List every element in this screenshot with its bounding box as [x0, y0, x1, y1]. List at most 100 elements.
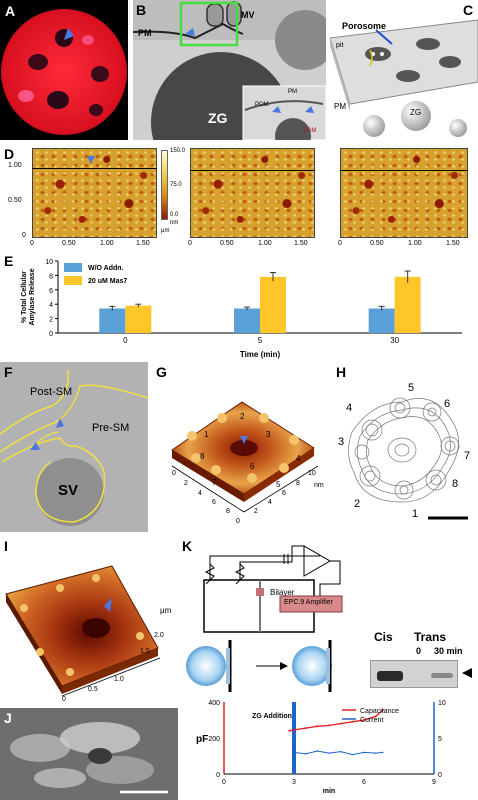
- y-tick: 4: [268, 499, 272, 506]
- gel-time: 30 min: [434, 646, 463, 656]
- panel-f-image: [0, 362, 148, 532]
- panel-d: D 1.00 0.50 0 0 0.50 1.00 1.50 150.0 75.…: [0, 142, 478, 252]
- arrowhead-icon: [240, 436, 248, 444]
- y-tick: 8: [296, 480, 300, 487]
- panel-j-image: [0, 708, 178, 800]
- capacitance-current-chart: 0 200 400 0 5 10 0 3 6 9 pF min ZG Addition Capacitan…: [196, 700, 446, 795]
- contour-label: 5: [408, 382, 415, 394]
- colorbar-tick: 150.0: [170, 148, 186, 154]
- panel-label-b: B: [136, 2, 147, 18]
- y-left-tick: 0: [216, 772, 220, 779]
- contour-label: 3: [338, 436, 345, 448]
- afm-scan-3: [340, 148, 468, 238]
- x-tick: 6: [212, 499, 216, 506]
- capacitance-point: [363, 719, 365, 721]
- capacitance-line: [289, 709, 384, 732]
- y-left-tick: 400: [208, 700, 220, 707]
- contour-label: 1: [412, 508, 419, 520]
- amylase-release-bar-chart: 0 2 4 6 8 10 % Total CellularAmylase Release Ti…: [21, 259, 462, 359]
- y-left-tick: 200: [208, 736, 220, 743]
- label-pm: PM: [138, 28, 152, 38]
- contour-label: 7: [464, 450, 471, 462]
- afm-scan-2: [190, 148, 315, 238]
- panel-label-g: G: [156, 364, 167, 380]
- bilayer-circuit-schematic: [203, 545, 343, 633]
- x-unit: μm: [161, 228, 170, 234]
- ring-label: 5: [276, 480, 281, 489]
- amplifier-box: [279, 595, 343, 613]
- y-tick: 1.5: [140, 648, 150, 655]
- ring-label: 1: [204, 430, 209, 439]
- y-axis-label-line: Amylase Release: [29, 268, 36, 325]
- x-tick: 0.50: [370, 240, 384, 247]
- x-tick: 4: [198, 490, 202, 497]
- legend-swatch: [64, 276, 82, 285]
- legend-label: Capacitance: [360, 708, 399, 715]
- panel-label-a: A: [5, 3, 16, 19]
- x-tick: 1.00: [258, 240, 272, 247]
- x-tick: 0: [172, 470, 176, 477]
- label-porosome: Porosome: [342, 21, 387, 31]
- contour-label: 4: [346, 402, 353, 414]
- x-tick: 1.00: [100, 240, 114, 247]
- x-tick: 1.00: [408, 240, 422, 247]
- y-right-tick: 10: [438, 700, 446, 707]
- panel-g: G 1 2 3 4 5 6 7 8 0 2 4 6 8 0 2 4 6 8 10…: [152, 362, 328, 532]
- y-tick-label: 8: [49, 273, 53, 280]
- bar: [260, 276, 286, 333]
- scan-line: [32, 168, 157, 169]
- x-tick: 1.50: [136, 240, 150, 247]
- label-bilayer: Bilayer: [270, 588, 295, 597]
- panel-e: E 0 2 4 6 8 10 % Total CellularAmylase Release…: [0, 253, 478, 360]
- panel-k: K Bilayer EPC.9 Amplifier C: [180, 536, 478, 800]
- arrowhead-icon: [185, 28, 195, 36]
- axis-unit: nm: [314, 482, 324, 489]
- western-blot-gel: [370, 660, 458, 688]
- panel-label-e: E: [4, 253, 14, 269]
- panel-f: F Post-SM Pre-SM SV: [0, 362, 148, 532]
- y-tick-label: 4: [49, 302, 53, 309]
- capacitance-point: [316, 725, 319, 728]
- panel-c-diagram: [330, 0, 478, 140]
- current-point: [381, 751, 384, 754]
- y-tick: 1.00: [8, 162, 22, 169]
- legend-label: Current: [360, 717, 383, 724]
- label-pre-sm: Pre-SM: [92, 422, 130, 434]
- legend-swatch: [64, 263, 82, 272]
- y-axis-label: % Total CellularAmylase Release: [21, 268, 36, 325]
- panel-label-j: J: [4, 710, 12, 726]
- capacitance-point: [374, 715, 377, 718]
- current-line: [293, 750, 383, 756]
- y-tick-label: 0: [49, 331, 53, 338]
- contour-label: 6: [444, 398, 451, 410]
- current-point: [328, 752, 330, 754]
- y-right-tick: 0: [438, 772, 442, 779]
- capacitance-point: [304, 727, 307, 730]
- label-trans: Trans: [414, 630, 447, 644]
- x-tick: 2: [184, 480, 188, 487]
- panel-c: C Porosome pit PM ZG: [330, 0, 478, 140]
- arrowhead-icon: [64, 28, 74, 40]
- scan-line: [190, 170, 315, 171]
- x-tick-label: 30: [390, 336, 399, 345]
- x-tick: 1.50: [294, 240, 308, 247]
- label-inset-pm: PM: [288, 89, 297, 95]
- y-left-label: pF: [196, 734, 208, 745]
- capacitance-point: [293, 728, 295, 731]
- label-amplifier: EPC.9 Amplifier: [284, 599, 334, 606]
- x-tick-label: 5: [258, 336, 263, 345]
- capacitance-point: [339, 722, 342, 725]
- panel-label-c: C: [463, 2, 474, 18]
- x-tick: 9: [432, 779, 436, 786]
- y-tick: 6: [282, 490, 286, 497]
- panel-label-h: H: [336, 364, 347, 380]
- x-tick-label: 0: [123, 336, 128, 345]
- label-pit: pit: [336, 42, 344, 49]
- gel-band: [431, 673, 453, 678]
- ring-label: 7: [212, 478, 217, 487]
- x-tick: 8: [226, 508, 230, 515]
- gel-time: 0: [416, 646, 422, 656]
- panel-g-3d-surface: [152, 362, 328, 532]
- current-point: [316, 750, 319, 752]
- current-point: [374, 752, 377, 754]
